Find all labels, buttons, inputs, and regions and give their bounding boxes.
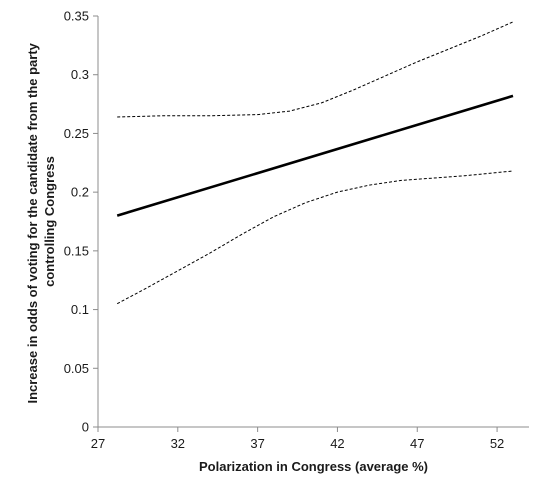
y-tick-label: 0.1 (71, 302, 89, 317)
y-tick-label: 0 (82, 420, 89, 435)
x-tick-label: 32 (171, 436, 185, 451)
y-axis-title: Increase in odds of voting for the candi… (25, 39, 57, 403)
x-tick-label: 27 (91, 436, 105, 451)
y-tick-label: 0.05 (64, 361, 89, 376)
y-tick-label: 0.3 (71, 67, 89, 82)
y-tick-label: 0.35 (64, 9, 89, 24)
series-layer (116, 21, 514, 305)
y-tick-label: 0.25 (64, 126, 89, 141)
y-axis-title-line-1: Increase in odds of voting for the candi… (25, 42, 40, 403)
upper-confidence-bound-line (117, 21, 514, 118)
x-tick-label: 42 (330, 436, 344, 451)
x-axis-title: Polarization in Congress (average %) (199, 459, 428, 474)
x-tick-label: 47 (410, 436, 424, 451)
estimate-line (116, 94, 514, 217)
axes: 0 0.05 0.1 0.15 0.2 0.25 0.3 0.35 27 32 37 42 47 52 (64, 9, 529, 451)
y-tick-label: 0.15 (64, 243, 89, 258)
lower-confidence-bound-line (116, 170, 514, 305)
x-tick-label: 52 (490, 436, 504, 451)
y-axis-title-line-2: controlling Congress (42, 156, 57, 287)
x-tick-label: 37 (250, 436, 264, 451)
y-tick-label: 0.2 (71, 185, 89, 200)
